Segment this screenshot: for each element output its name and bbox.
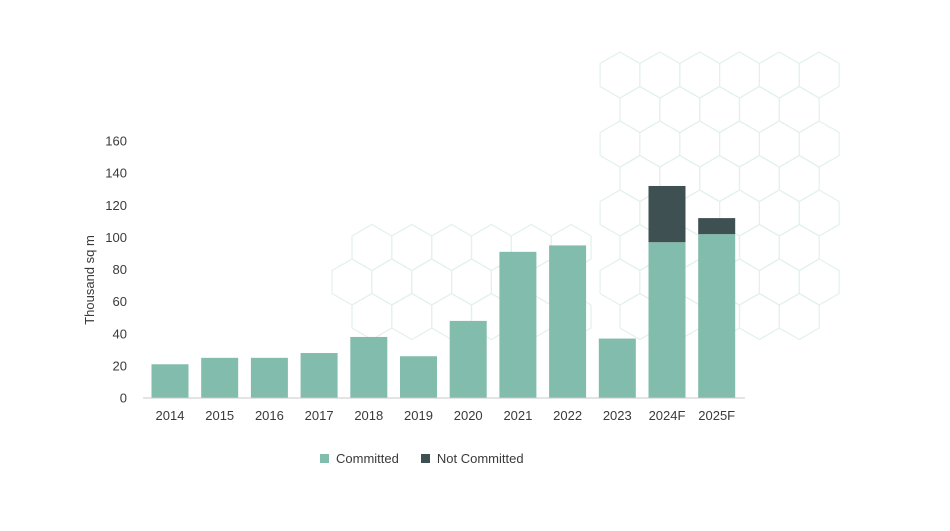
hexagon-decoration bbox=[599, 120, 641, 168]
hexagon-decoration bbox=[659, 85, 701, 134]
bar-committed bbox=[648, 242, 686, 398]
y-tick-label: 60 bbox=[113, 294, 127, 309]
y-tick-label: 160 bbox=[105, 134, 127, 149]
hexagon-decoration bbox=[758, 258, 800, 306]
hexagon-decoration bbox=[738, 292, 780, 341]
y-axis-ticks: 0 20 40 60 80 100 120 140 160 bbox=[105, 134, 127, 406]
hexagon-decoration bbox=[351, 223, 393, 272]
bars bbox=[151, 185, 736, 398]
legend-label-not-committed: Not Committed bbox=[436, 451, 524, 466]
legend: Committed Not Committed bbox=[320, 451, 524, 466]
hexagon-decoration bbox=[778, 154, 820, 203]
hexagon-decoration bbox=[798, 189, 840, 237]
bar-committed bbox=[449, 320, 487, 398]
x-tick-label: 2017 bbox=[305, 408, 334, 423]
x-tick-label: 2015 bbox=[205, 408, 234, 423]
hexagon-decoration bbox=[639, 120, 681, 168]
hexagon-decoration bbox=[738, 223, 780, 272]
hexagon-decoration bbox=[778, 292, 820, 341]
hexagon-decoration bbox=[719, 51, 760, 99]
hexagon-decoration bbox=[599, 258, 641, 306]
bar-committed bbox=[400, 356, 437, 398]
hexagon-decoration bbox=[391, 223, 433, 272]
hexagon-decoration bbox=[331, 258, 373, 306]
hexagon-decoration bbox=[679, 51, 721, 99]
x-tick-label: 2024F bbox=[649, 408, 686, 423]
hexagon-decoration bbox=[599, 51, 641, 99]
bar-committed bbox=[698, 234, 736, 398]
hexagon-decoration bbox=[451, 258, 492, 306]
bar-committed bbox=[499, 251, 537, 398]
bar-committed bbox=[598, 338, 636, 398]
bar-committed bbox=[250, 357, 288, 398]
y-tick-label: 140 bbox=[105, 166, 127, 181]
hexagon-decoration bbox=[778, 223, 820, 272]
hexagon-decoration bbox=[699, 85, 741, 134]
hexagon-decoration bbox=[619, 85, 661, 134]
x-axis-ticks: 2014 2015 2016 2017 2018 2019 2020 2021 2022 2023… bbox=[156, 408, 736, 423]
x-tick-label: 2018 bbox=[354, 408, 383, 423]
hexagon-decoration bbox=[798, 120, 840, 168]
bar-committed bbox=[300, 353, 338, 398]
y-tick-label: 0 bbox=[120, 391, 127, 406]
legend-label-committed: Committed bbox=[336, 451, 399, 466]
legend-item-not-committed: Not Committed bbox=[420, 451, 524, 466]
hexagon-decoration bbox=[371, 258, 413, 306]
hexagon-decoration bbox=[738, 85, 780, 134]
hexagon-decoration bbox=[699, 154, 741, 203]
hexagon-decoration bbox=[778, 85, 820, 134]
hexagon-decoration bbox=[798, 258, 840, 306]
x-tick-label: 2021 bbox=[503, 408, 532, 423]
y-tick-label: 20 bbox=[113, 358, 127, 373]
hexagon-decoration bbox=[679, 120, 721, 168]
bar-not-committed bbox=[648, 185, 686, 243]
hexagon-decoration bbox=[599, 189, 641, 237]
y-tick-label: 80 bbox=[113, 262, 127, 277]
bar-committed bbox=[350, 336, 388, 398]
x-tick-label: 2016 bbox=[255, 408, 284, 423]
legend-item-committed: Committed bbox=[320, 451, 399, 466]
hexagon-decoration bbox=[738, 154, 780, 203]
hexagon-decoration bbox=[758, 189, 800, 237]
hexagon-decoration bbox=[431, 223, 473, 272]
bar-committed bbox=[151, 364, 189, 398]
x-tick-label: 2020 bbox=[454, 408, 483, 423]
bar-not-committed bbox=[698, 218, 736, 235]
bar-committed bbox=[201, 357, 239, 398]
hexagon-decoration bbox=[758, 51, 800, 99]
x-tick-label: 2023 bbox=[603, 408, 632, 423]
x-tick-label: 2022 bbox=[553, 408, 582, 423]
hexagon-decoration bbox=[411, 258, 453, 306]
bar-committed bbox=[549, 245, 587, 398]
x-tick-label: 2019 bbox=[404, 408, 433, 423]
y-tick-label: 100 bbox=[105, 230, 127, 245]
x-tick-label: 2025F bbox=[698, 408, 735, 423]
hexagon-decoration bbox=[798, 51, 840, 99]
y-tick-label: 40 bbox=[113, 326, 127, 341]
y-axis-title: Thousand sq m bbox=[82, 235, 97, 325]
hexagon-decoration bbox=[391, 292, 433, 341]
hexagon-decoration bbox=[351, 292, 393, 341]
y-tick-label: 120 bbox=[105, 198, 127, 213]
hexagon-decoration bbox=[639, 51, 681, 99]
x-tick-label: 2014 bbox=[156, 408, 185, 423]
hexagon-decoration bbox=[758, 120, 800, 168]
legend-swatch-not-committed bbox=[420, 454, 430, 463]
hexagon-decoration bbox=[719, 120, 760, 168]
legend-swatch-committed bbox=[320, 454, 329, 463]
